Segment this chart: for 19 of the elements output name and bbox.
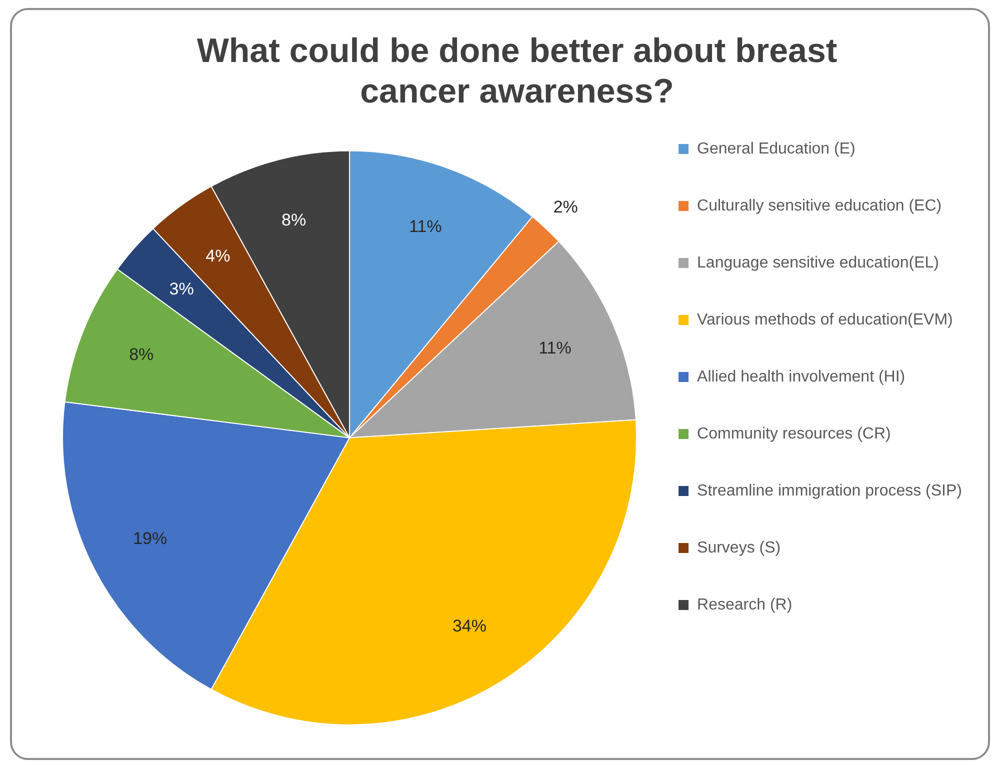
data-label: 8% <box>282 210 306 230</box>
data-label: 11% <box>408 216 442 236</box>
legend-label: Surveys (S) <box>697 539 781 556</box>
data-label: 11% <box>538 338 572 358</box>
chart-title: What could be done better about breast cancer awareness? <box>196 32 838 111</box>
legend-label: General Education (E) <box>697 140 856 158</box>
data-label: 34% <box>452 616 486 636</box>
legend-label: Research (R) <box>697 596 792 614</box>
data-label: 4% <box>206 246 230 266</box>
data-label: 2% <box>553 197 578 216</box>
legend-label: Streamline immigration process (SIP) <box>697 482 962 500</box>
data-label: 19% <box>133 529 168 548</box>
legend-label: Allied health involvement (HI) <box>697 368 906 386</box>
legend-label: Culturally sensitive education (EC) <box>697 197 942 214</box>
data-label: 3% <box>169 279 194 298</box>
data-label: 8% <box>129 345 154 364</box>
legend-label: Various methods of education(EVM) <box>697 311 953 328</box>
legend-label: Community resources (CR) <box>697 425 891 442</box>
legend-label: Language sensitive education(EL) <box>697 254 939 272</box>
